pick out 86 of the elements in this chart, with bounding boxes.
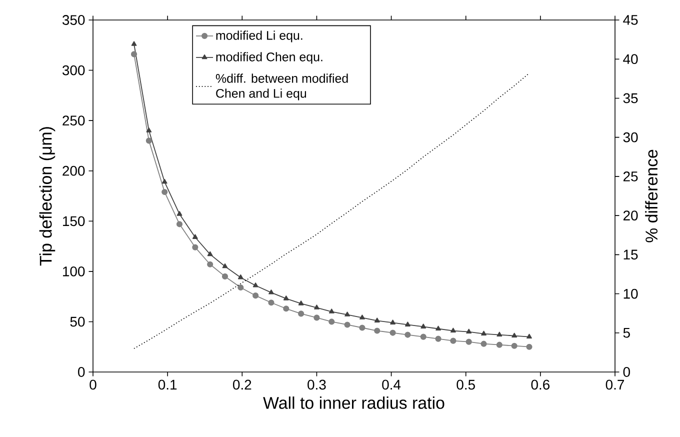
point — [207, 251, 213, 256]
y-tick-label: 300 — [62, 65, 85, 76]
legend-label: modified Chen equ. — [216, 52, 322, 64]
x-tick-label: 0.1 — [158, 380, 177, 390]
point — [466, 328, 472, 334]
x-tick-label: 0 — [90, 380, 96, 390]
y2-tick-label: 0 — [623, 367, 630, 377]
y2-tick-label: 5 — [623, 328, 630, 338]
y2-tick-label: 25 — [623, 171, 638, 182]
point — [405, 322, 410, 326]
point — [238, 284, 244, 291]
point — [466, 338, 472, 345]
point — [360, 314, 365, 320]
y-axis-title: Tip deflection (μm) — [39, 127, 56, 266]
point — [480, 340, 487, 347]
point — [298, 310, 304, 317]
point — [298, 300, 304, 306]
y2-tick-label: 10 — [624, 288, 638, 299]
point — [252, 292, 259, 299]
y-tick-label: 50 — [70, 316, 85, 327]
point — [176, 221, 183, 228]
point — [496, 342, 502, 348]
x-tick-label: 0.7 — [606, 380, 624, 390]
point — [314, 304, 320, 310]
point — [526, 344, 532, 350]
y-tick-label: 100 — [63, 266, 85, 276]
point — [222, 273, 228, 280]
point — [420, 324, 426, 328]
y-tick-label: 200 — [62, 166, 85, 176]
point — [328, 318, 335, 325]
point — [420, 334, 426, 340]
point — [390, 330, 396, 336]
y2-tick-label: 15 — [624, 250, 638, 260]
y-tick-label: 250 — [62, 116, 85, 126]
point — [268, 300, 274, 306]
point — [130, 51, 138, 58]
point — [283, 296, 289, 300]
point — [374, 318, 380, 322]
y-tick-label: 350 — [62, 15, 85, 25]
x-tick-label: 0.5 — [456, 380, 475, 390]
x-axis-title: Wall to inner radius ratio — [263, 396, 444, 409]
point — [481, 330, 486, 336]
y2-tick-label: 40 — [623, 54, 638, 64]
point — [374, 328, 380, 334]
y2-tick-label: 30 — [623, 132, 638, 142]
point — [450, 338, 456, 344]
legend-label: modified Li equ. — [216, 30, 302, 42]
point — [252, 282, 258, 288]
point — [176, 211, 182, 216]
point — [359, 324, 366, 331]
point — [404, 332, 411, 338]
point — [192, 244, 198, 250]
point — [146, 128, 152, 132]
point — [512, 332, 518, 338]
x-tick-label: 0.6 — [531, 380, 550, 390]
y-tick-label: 0 — [78, 367, 85, 377]
y-tick-label: 150 — [63, 216, 85, 226]
point — [314, 314, 320, 321]
point — [328, 308, 334, 314]
point — [131, 41, 137, 46]
point — [207, 261, 214, 268]
point — [496, 332, 502, 337]
y2-tick-label: 45 — [623, 15, 638, 25]
point — [146, 138, 152, 144]
point — [436, 326, 441, 330]
point — [511, 342, 518, 349]
y2-tick-label: 35 — [623, 93, 638, 104]
point — [344, 322, 350, 328]
point — [450, 328, 456, 333]
point — [268, 290, 274, 294]
legend-label: %diff. between modified Chen and Li equ — [216, 74, 348, 100]
point — [283, 306, 290, 312]
x-tick-label: 0.4 — [382, 380, 401, 390]
point — [162, 188, 168, 196]
point — [222, 263, 228, 268]
y2-axis-title: % difference — [645, 150, 658, 242]
point — [344, 312, 350, 316]
point — [192, 234, 198, 239]
y2-tick-label: 20 — [623, 210, 638, 220]
point — [526, 334, 532, 339]
x-tick-label: 0.2 — [232, 380, 252, 390]
point — [435, 336, 442, 342]
point — [238, 274, 244, 280]
point — [162, 178, 168, 184]
point — [390, 320, 396, 324]
x-tick-label: 0.3 — [308, 380, 326, 390]
